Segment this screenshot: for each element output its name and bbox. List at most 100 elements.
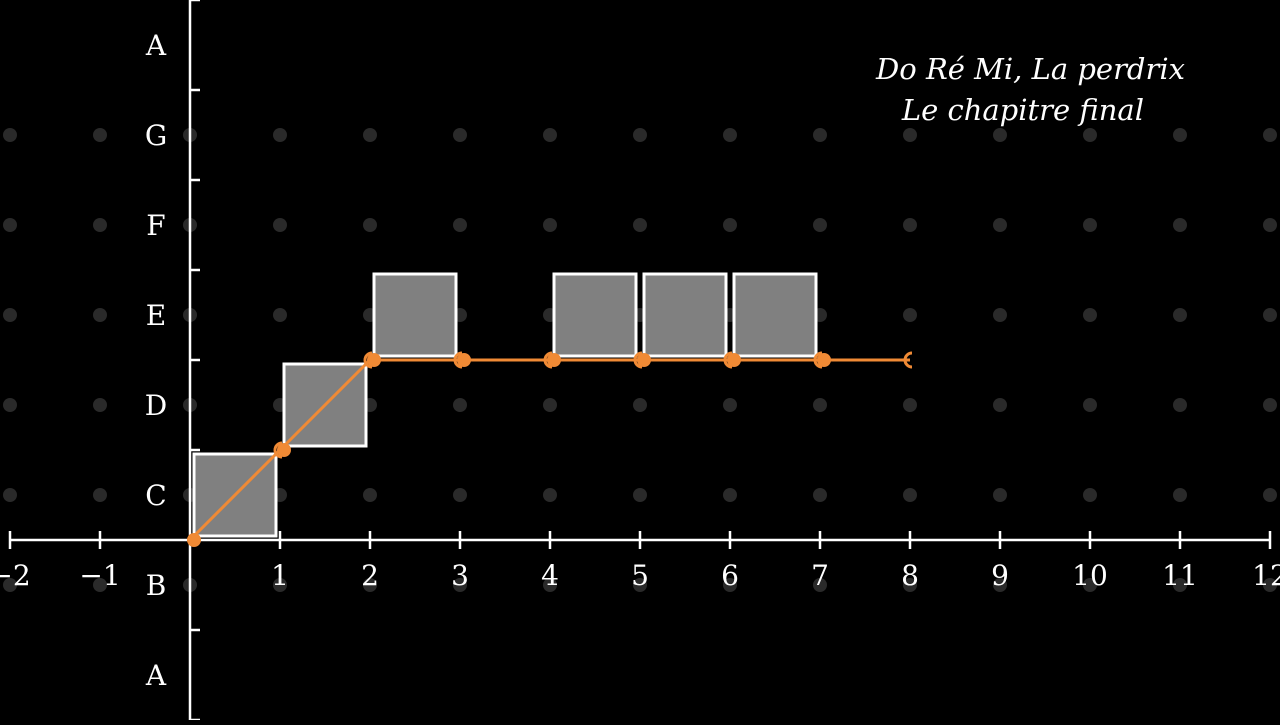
segment-end-cap (543, 351, 553, 369)
note-block (732, 272, 818, 358)
grid-dot (993, 488, 1007, 502)
grid-dot (1263, 398, 1277, 412)
x-tick-label: 9 (991, 559, 1009, 592)
x-tick-label: 3 (451, 559, 469, 592)
grid-dot (1083, 128, 1097, 142)
grid-dot (1173, 218, 1187, 232)
grid-dot (1083, 488, 1097, 502)
segment-end-cap (273, 441, 283, 459)
segment-start-dot (457, 353, 471, 367)
grid-dot (813, 488, 827, 502)
grid-dot (633, 488, 647, 502)
grid-dot (453, 128, 467, 142)
grid-dot (903, 398, 917, 412)
grid-dot (1083, 578, 1097, 592)
grid-dot (363, 488, 377, 502)
grid-dot (543, 578, 557, 592)
grid-dot (453, 488, 467, 502)
grid-dot (93, 128, 107, 142)
grid-dot (633, 218, 647, 232)
note-block (372, 272, 458, 358)
grid-dot (93, 398, 107, 412)
grid-dot (3, 128, 17, 142)
y-note-label: F (146, 209, 165, 242)
y-note-label: A (145, 659, 167, 692)
y-note-label: G (145, 119, 167, 152)
x-tick-label: 11 (1162, 559, 1198, 592)
note-blocks (192, 272, 818, 538)
grid-dot (1173, 398, 1187, 412)
grid-dot (1173, 308, 1187, 322)
grid-dot (723, 578, 737, 592)
grid-dot (813, 578, 827, 592)
segment-end-cap (633, 351, 643, 369)
grid-dot (93, 488, 107, 502)
grid-dot (993, 128, 1007, 142)
x-tick-label: 8 (901, 559, 919, 592)
segment-start-dot (367, 353, 381, 367)
note-path (187, 351, 913, 547)
grid-dot (453, 398, 467, 412)
grid-dot (633, 578, 647, 592)
grid-dot (543, 488, 557, 502)
title-line-2: Le chapitre final (901, 93, 1144, 127)
segment-start-dot (637, 353, 651, 367)
x-tick-label: 7 (811, 559, 829, 592)
grid-dot (903, 578, 917, 592)
y-note-label: E (146, 299, 166, 332)
grid-dot (813, 128, 827, 142)
grid-dot (1173, 128, 1187, 142)
grid-dot (273, 218, 287, 232)
grid-dot (1263, 218, 1277, 232)
chart-title: Do Ré Mi, La perdrix Le chapitre final (875, 52, 1185, 127)
grid-dot (903, 128, 917, 142)
grid-dot (1173, 578, 1187, 592)
segment-end-cap (903, 351, 913, 369)
grid-dot (723, 398, 737, 412)
grid-dot (93, 218, 107, 232)
grid-dot (1263, 488, 1277, 502)
grid-dot (903, 218, 917, 232)
x-tick-label: 1 (271, 559, 289, 592)
grid-dot (363, 128, 377, 142)
grid-dot (3, 308, 17, 322)
x-tick-label: 6 (721, 559, 739, 592)
grid-dot (723, 488, 737, 502)
y-note-label: A (145, 29, 167, 62)
grid-dot (1263, 128, 1277, 142)
grid-dot (903, 488, 917, 502)
x-tick-label: −1 (79, 559, 120, 592)
segment-start-dot (187, 533, 201, 547)
grid-dot (1083, 218, 1097, 232)
x-tick-label: 12 (1252, 559, 1280, 592)
grid-dot (543, 218, 557, 232)
segment-start-dot (817, 353, 831, 367)
grid-dot (723, 218, 737, 232)
x-tick-label: 2 (361, 559, 379, 592)
note-block (642, 272, 728, 358)
grid-dot (1083, 308, 1097, 322)
grid-dot (273, 308, 287, 322)
segment-start-dot (727, 353, 741, 367)
grid-dot (3, 578, 17, 592)
grid-dot (3, 488, 17, 502)
x-tick-label: −2 (0, 559, 31, 592)
path-segment (188, 448, 282, 542)
grid-dot (453, 218, 467, 232)
grid-dot (93, 578, 107, 592)
x-tick-label: 4 (541, 559, 559, 592)
x-tick-label: 10 (1072, 559, 1108, 592)
grid-dot (93, 308, 107, 322)
grid-dot (273, 128, 287, 142)
grid-dot (543, 128, 557, 142)
grid-dot (993, 398, 1007, 412)
grid-dot (363, 578, 377, 592)
grid-dot (363, 218, 377, 232)
grid-dot (723, 128, 737, 142)
x-tick-label: 5 (631, 559, 649, 592)
grid-dot (813, 398, 827, 412)
segment-end-cap (723, 351, 733, 369)
